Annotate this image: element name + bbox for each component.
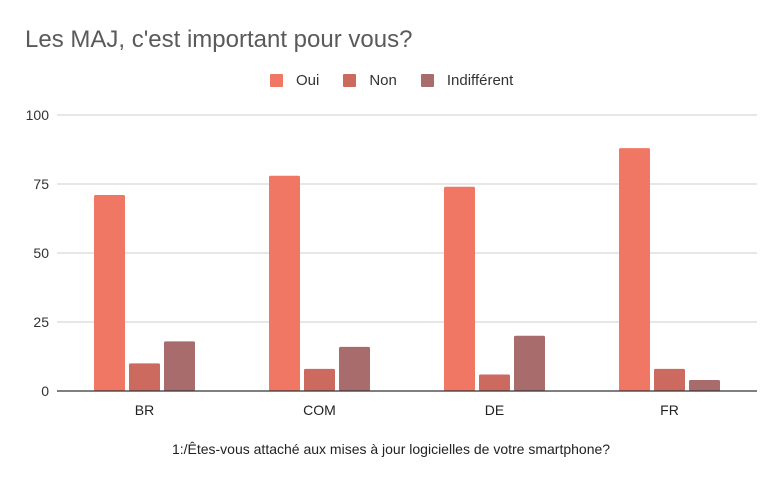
x-tick-label: FR xyxy=(660,402,679,418)
y-tick-label: 75 xyxy=(33,176,49,192)
x-tick-label: COM xyxy=(303,402,336,418)
legend-label-indifferent: Indifférent xyxy=(446,71,514,89)
chart-title: Les MAJ, c'est important pour vous? xyxy=(25,26,413,53)
legend-item-indifferent: Indifférent xyxy=(420,71,514,89)
bar xyxy=(339,346,370,391)
y-tick-label: 100 xyxy=(26,107,50,123)
bar xyxy=(619,148,650,391)
legend-item-non: Non xyxy=(343,72,397,89)
bar xyxy=(94,195,125,391)
y-tick-label: 25 xyxy=(33,314,49,330)
y-tick-label: 50 xyxy=(33,245,49,261)
bar xyxy=(269,175,300,391)
legend-label-non: Non xyxy=(369,71,397,89)
legend-swatch-non xyxy=(343,73,357,87)
legend: Oui Non Indifférent xyxy=(270,71,513,89)
bar xyxy=(444,186,475,391)
legend-swatch-indifferent xyxy=(420,73,434,87)
bar xyxy=(129,363,160,391)
x-tick-label: DE xyxy=(485,402,504,418)
bar xyxy=(689,379,720,391)
bar xyxy=(654,368,685,391)
legend-swatch-oui xyxy=(270,73,283,87)
legend-item-oui: Oui xyxy=(270,72,319,89)
x-tick-label: BR xyxy=(135,402,154,418)
bar xyxy=(479,374,510,391)
bar xyxy=(514,335,545,391)
bar xyxy=(164,341,195,391)
legend-label-oui: Oui xyxy=(296,71,320,89)
bar xyxy=(304,368,335,391)
y-tick-label: 0 xyxy=(41,383,49,399)
x-axis-label: 1:/Êtes-vous attaché aux mises à jour lo… xyxy=(171,441,611,457)
